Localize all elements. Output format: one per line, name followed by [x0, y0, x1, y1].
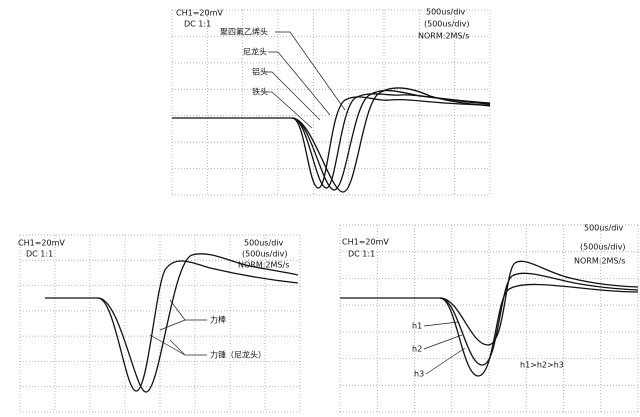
- grid-right: [339, 224, 639, 413]
- timebase: (500us/div): [580, 243, 625, 252]
- leader: [264, 31, 346, 129]
- trace-label: 力锤（尼龙头）: [210, 350, 266, 360]
- coupling: DC 1:1: [26, 250, 53, 259]
- channel: CH1=20mV: [176, 9, 223, 18]
- channel: CH1=20mV: [18, 239, 65, 248]
- leader: [423, 321, 466, 375]
- mode: NORM:2MS/s: [238, 261, 289, 270]
- waveform: [439, 272, 639, 366]
- trace-label: h3: [414, 370, 424, 379]
- trace-label: 力棒: [210, 315, 226, 325]
- trace-label: h2: [412, 345, 422, 354]
- trace-label: 铝头: [252, 67, 268, 77]
- trace-label: 聚四氟乙烯头: [220, 27, 268, 37]
- channel: CH1=20mV: [342, 238, 389, 247]
- timebase: (500us/div): [424, 20, 469, 29]
- waveform: [172, 96, 491, 189]
- mode: NORM:2MS/s: [574, 257, 625, 266]
- inequality: h1>h2>h3: [520, 361, 564, 370]
- trace-label: 铁头: [252, 87, 268, 97]
- timebase: (500us/div): [242, 250, 287, 259]
- waveform: [291, 87, 491, 193]
- timebase: 500us/div: [426, 8, 466, 17]
- leader: [149, 299, 207, 356]
- timebase: 500us/div: [584, 224, 624, 233]
- waveform: [439, 283, 639, 377]
- grid-left: [19, 234, 301, 413]
- waveform: [97, 253, 299, 393]
- waveform: [291, 93, 491, 189]
- trace-label: 尼龙头: [243, 47, 267, 57]
- timebase: 500us/div: [244, 239, 284, 248]
- coupling: DC 1:1: [348, 250, 375, 259]
- trace-label: h1: [412, 322, 422, 331]
- coupling: DC 1:1: [184, 20, 211, 29]
- waveform: [340, 260, 639, 346]
- mode: NORM:2MS/s: [418, 32, 469, 41]
- waveform: [45, 260, 299, 392]
